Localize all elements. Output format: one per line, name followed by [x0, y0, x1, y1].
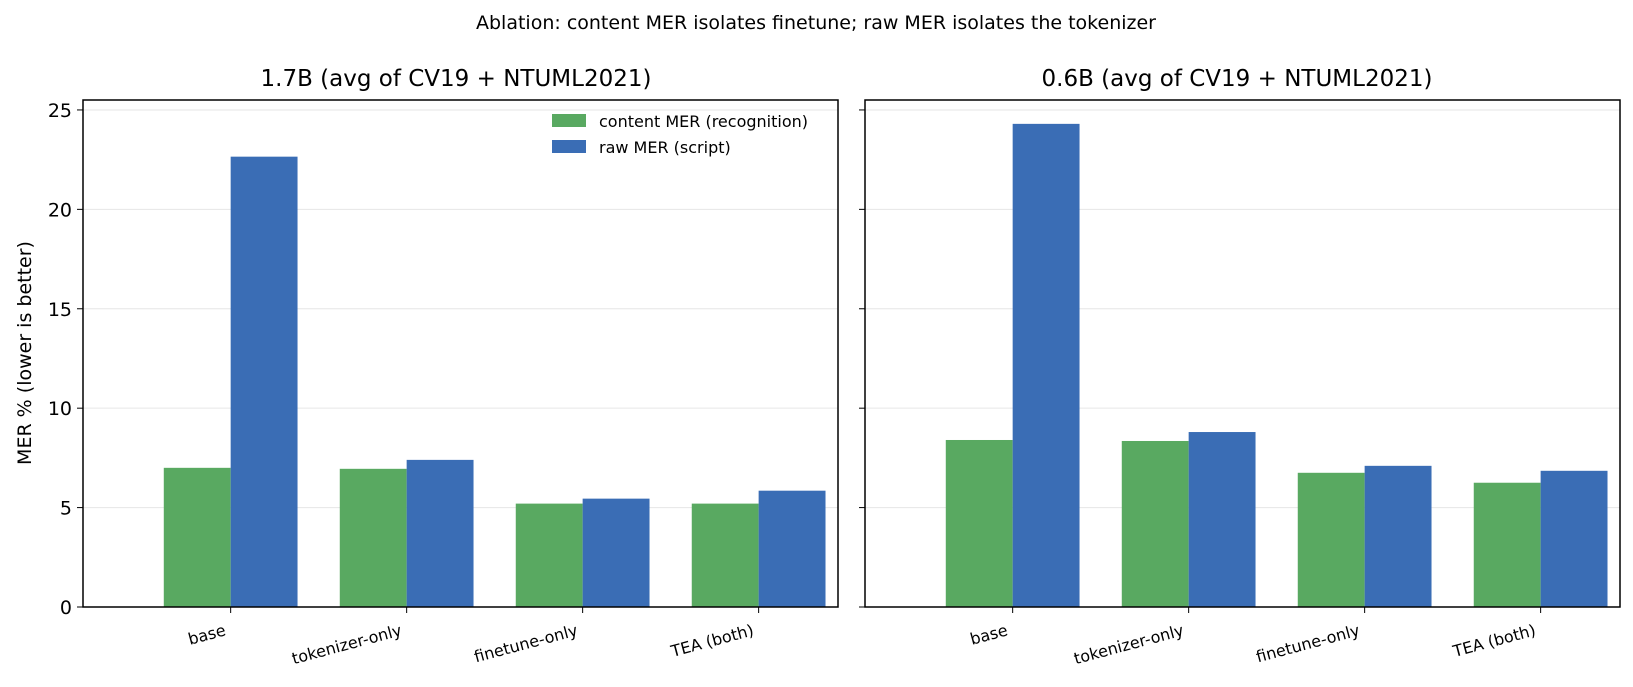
x-tick-label: TEA (both)	[1450, 621, 1538, 662]
x-tick-label: TEA (both)	[668, 621, 756, 662]
panel-1-title: 1.7B (avg of CV19 + NTUML2021)	[261, 66, 652, 92]
bar-content-tea-both	[691, 503, 759, 607]
bar-raw-tokenizer-only	[406, 459, 474, 607]
bar-raw-finetune-only	[582, 498, 650, 607]
bar-content-tea-both	[1473, 482, 1541, 607]
panel-1: 0 5 10 15 20 25 base tokenizer-only finetune-onl…	[48, 99, 839, 669]
bar-content-finetune-only	[1297, 472, 1365, 607]
figure-title: Ablation: content MER isolates finetune;…	[476, 12, 1156, 34]
legend-label-raw: raw MER (script)	[599, 138, 731, 157]
x-tick-label: base	[186, 621, 228, 649]
bar-content-base	[163, 467, 231, 607]
bar-raw-tea-both	[1540, 470, 1608, 607]
y-tick-label: 0	[60, 597, 72, 619]
legend-swatch-raw	[552, 140, 586, 153]
x-tick-label: tokenizer-only	[1072, 621, 1186, 669]
panel-2: base tokenizer-only finetune-only TEA (both…	[859, 99, 1621, 669]
x-tick-label: finetune-only	[1254, 621, 1362, 667]
axes-frame	[82, 99, 839, 608]
y-tick-label: 10	[48, 398, 72, 420]
bar-raw-base	[1012, 123, 1080, 607]
y-tick-label: 25	[48, 100, 72, 122]
bar-content-tokenizer-only	[1121, 440, 1189, 607]
panel-2-title: 0.6B (avg of CV19 + NTUML2021)	[1042, 66, 1433, 92]
x-tick-label: tokenizer-only	[290, 621, 404, 669]
legend-swatch-content	[552, 114, 586, 127]
y-axis-label: MER % (lower is better)	[14, 241, 36, 465]
x-tick-label: base	[968, 621, 1010, 649]
bar-content-tokenizer-only	[339, 468, 407, 607]
bar-content-finetune-only	[515, 503, 583, 607]
y-tick-label: 15	[48, 299, 72, 321]
y-tick-label: 20	[48, 199, 72, 221]
bar-raw-base	[230, 156, 298, 607]
legend-label-content: content MER (recognition)	[599, 112, 808, 131]
bar-raw-tokenizer-only	[1188, 432, 1256, 607]
y-tick-label: 5	[60, 498, 72, 520]
x-tick-label: finetune-only	[472, 621, 580, 667]
legend: content MER (recognition) raw MER (scrip…	[552, 112, 808, 157]
bar-raw-tea-both	[758, 490, 826, 607]
axes-frame	[864, 99, 1621, 608]
bar-content-base	[945, 439, 1013, 607]
bar-raw-finetune-only	[1364, 465, 1432, 607]
